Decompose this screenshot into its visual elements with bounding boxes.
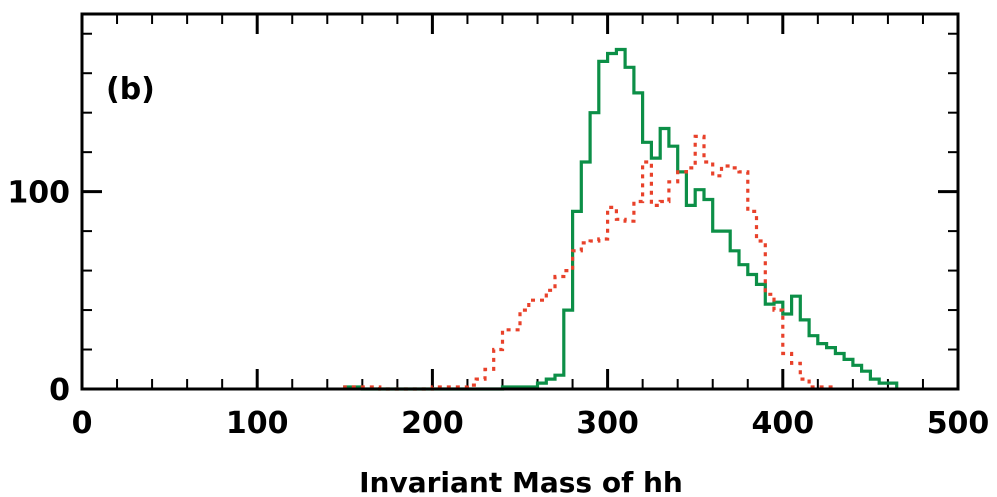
y-tick-label: 0 xyxy=(49,373,70,408)
major-ticks xyxy=(80,14,960,391)
y-tick-label: 100 xyxy=(7,176,70,211)
x-tick-labels: 0 100 200 300 400 500 xyxy=(72,406,990,441)
y-tick-labels: 0 100 xyxy=(7,176,70,408)
x-tick-label: 500 xyxy=(927,406,990,441)
panel-label: (b) xyxy=(106,72,155,107)
histogram-series-2 xyxy=(343,134,837,391)
x-tick-label: 200 xyxy=(401,406,464,441)
x-tick-label: 300 xyxy=(576,406,639,441)
x-tick-label: 400 xyxy=(751,406,814,441)
series-layer xyxy=(343,47,899,391)
plot-frame xyxy=(80,12,960,391)
x-tick-label: 100 xyxy=(226,406,289,441)
histogram-series-1 xyxy=(343,47,899,391)
x-axis-title: Invariant Mass of hh xyxy=(359,466,683,497)
x-tick-label: 0 xyxy=(72,406,93,441)
minor-ticks xyxy=(81,14,959,390)
